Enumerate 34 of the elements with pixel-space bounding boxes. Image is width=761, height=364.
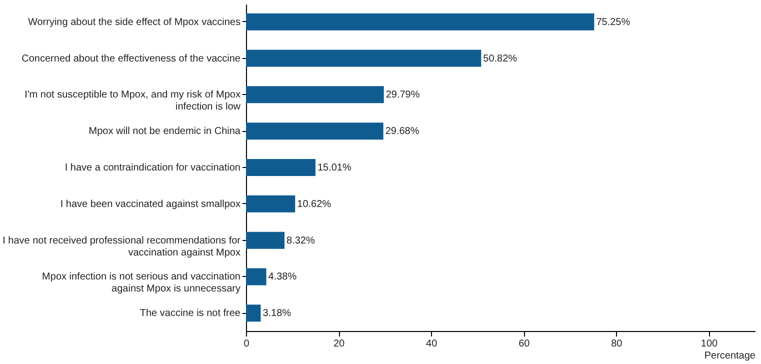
bar (246, 195, 296, 212)
data-label: 10.62% (297, 198, 332, 210)
data-label: 50.82% (483, 53, 518, 64)
y-tick-label: I have a contraindication for vaccination (64, 162, 240, 174)
y-tick-label: Mpox will not be endemic in China (88, 126, 241, 138)
data-label: 15.01% (317, 162, 352, 174)
bar (246, 50, 482, 67)
y-tick-label: I have been vaccinated against smallpox (60, 198, 240, 210)
x-tick-label: 60 (518, 338, 530, 350)
bar (246, 268, 266, 286)
y-tick-label: Mpox infection is not serious and vaccination against Mpox is unnecessary (42, 272, 240, 295)
y-tick-label: Concerned about the effectiveness of the vaccine (22, 53, 241, 64)
y-tick-label: I'm not susceptible to Mpox, and my risk of Mpox infection is low (24, 90, 242, 113)
data-label: 4.38% (268, 272, 297, 283)
x-tick-label: 20 (333, 338, 346, 350)
y-tick-label: I have not received professional recommendations for vaccination against Mpox (2, 235, 242, 258)
x-tick-label: 80 (611, 338, 623, 350)
data-label: 29.79% (386, 90, 420, 101)
y-tick-label: Worrying about the side effect of Mpox vaccines (28, 16, 240, 28)
data-label: 3.18% (262, 308, 292, 320)
bar (246, 86, 384, 104)
bar (246, 159, 316, 176)
x-axis-title: Percentage (704, 350, 756, 362)
bar (246, 304, 261, 322)
bar (246, 122, 384, 140)
x-tick-label: 100 (700, 338, 718, 350)
y-tick-label: The vaccine is not free (140, 308, 241, 320)
bar (246, 13, 594, 30)
bar (246, 232, 284, 249)
data-label: 75.25% (596, 16, 630, 28)
x-tick-label: 40 (426, 338, 438, 350)
data-label: 8.32% (286, 235, 315, 246)
x-tick-label: 0 (244, 338, 250, 350)
data-label: 29.68% (385, 126, 420, 138)
